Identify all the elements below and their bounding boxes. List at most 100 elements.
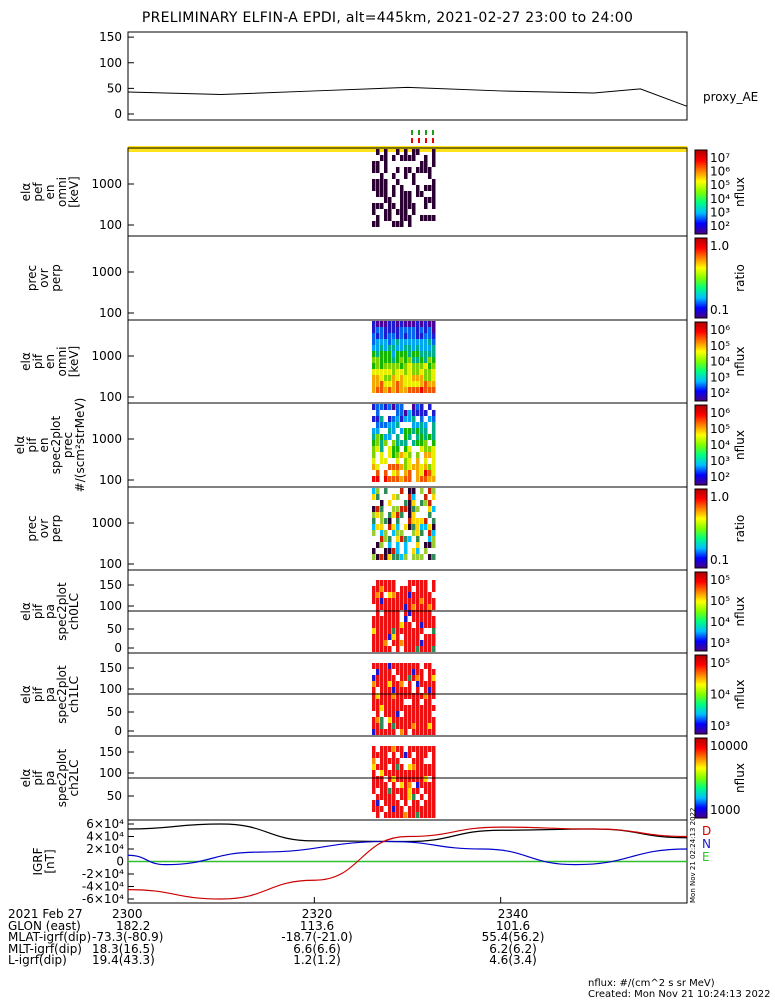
spectrogram-cell bbox=[388, 351, 392, 357]
spectrogram-cell bbox=[376, 422, 380, 428]
spectrogram-cell bbox=[424, 215, 428, 221]
spectrogram-cell bbox=[416, 669, 420, 675]
spectrogram-cell bbox=[416, 428, 420, 434]
spectrogram-cell bbox=[376, 345, 380, 351]
spectrogram-cell bbox=[372, 634, 376, 640]
spectrogram-cell bbox=[376, 524, 380, 530]
spectrogram-cell bbox=[396, 669, 400, 675]
spectrogram-cell bbox=[416, 622, 420, 628]
spectrogram-cell bbox=[400, 598, 404, 604]
spectrogram-cell bbox=[372, 345, 376, 351]
spectrogram-cell bbox=[408, 681, 412, 687]
spectrogram-cell bbox=[416, 705, 420, 711]
spectrogram-cell bbox=[376, 554, 380, 560]
spectrogram-cell bbox=[408, 363, 412, 369]
spectrogram-cell bbox=[400, 155, 404, 161]
spectrogram-cell bbox=[428, 634, 432, 640]
footer-label-glon: GLON (east) bbox=[8, 918, 81, 933]
spectrogram-cell bbox=[376, 604, 380, 610]
y-axis-label: ch1LC bbox=[67, 676, 81, 713]
y-axis-label: en bbox=[43, 354, 57, 369]
units-note: nflux: #/(cm^2 s sr MeV) bbox=[588, 978, 715, 989]
spectrogram-cell bbox=[420, 161, 424, 167]
spectrogram-cell bbox=[424, 610, 428, 616]
spectrogram-cell bbox=[428, 681, 432, 687]
spectrogram-cell bbox=[424, 646, 428, 652]
spectrogram-cell bbox=[408, 687, 412, 693]
spectrogram-cell bbox=[384, 746, 388, 752]
spectrogram-cell bbox=[424, 428, 428, 434]
spectrogram-cell bbox=[372, 185, 376, 191]
spectrogram-cell bbox=[384, 554, 388, 560]
spectrogram-cell bbox=[384, 327, 388, 333]
spectrogram-cell bbox=[424, 693, 428, 699]
spectrogram-cell bbox=[432, 812, 436, 818]
colorbar-tick-label: 10⁵ bbox=[710, 594, 730, 608]
spectrogram-cell bbox=[416, 800, 420, 806]
spectrogram-cell bbox=[396, 530, 400, 536]
spectrogram-cell bbox=[408, 646, 412, 652]
spectrogram-cell bbox=[380, 518, 384, 524]
spectrogram-cell bbox=[432, 191, 436, 197]
spectrogram-cell bbox=[380, 327, 384, 333]
spectrogram-cell bbox=[420, 746, 424, 752]
spectrogram-cell bbox=[400, 387, 404, 393]
colorbar-tick-label: 10⁴ bbox=[710, 192, 730, 206]
spectrogram-cell bbox=[372, 663, 376, 669]
spectrogram-cell bbox=[428, 197, 432, 203]
y-tick-label: 2×10⁴ bbox=[86, 842, 124, 856]
spectrogram-cell bbox=[384, 167, 388, 173]
y-axis-label: spec2plot bbox=[55, 665, 69, 724]
spectrogram-cell bbox=[396, 524, 400, 530]
y-tick-label: 50 bbox=[107, 705, 122, 719]
footer-value: 1.2(1.2) bbox=[293, 953, 341, 967]
spectrogram-cell bbox=[424, 764, 428, 770]
spectrogram-cell bbox=[380, 752, 384, 758]
spectrogram-cell bbox=[384, 440, 388, 446]
spectrogram-cell bbox=[432, 782, 436, 788]
spectrogram-cell bbox=[428, 705, 432, 711]
spectrogram-cell bbox=[408, 446, 412, 452]
spectrogram-cell bbox=[416, 634, 420, 640]
spectrogram-cell bbox=[392, 381, 396, 387]
spectrogram-cell bbox=[416, 711, 420, 717]
spectrogram-cell bbox=[388, 604, 392, 610]
spectrogram-cell bbox=[376, 610, 380, 616]
spectrogram-cell bbox=[416, 524, 420, 530]
spectrogram-cell bbox=[428, 381, 432, 387]
spectrogram-cell bbox=[412, 387, 416, 393]
spectrogram-cell bbox=[372, 518, 376, 524]
spectrogram-cell bbox=[408, 536, 412, 542]
spectrogram-cell bbox=[384, 422, 388, 428]
spectrogram-cell bbox=[428, 746, 432, 752]
spectrogram-cell bbox=[432, 554, 436, 560]
spectrogram-cell bbox=[412, 806, 416, 812]
spectrogram-cell bbox=[412, 440, 416, 446]
spectrogram-cell bbox=[420, 524, 424, 530]
spectrogram-cell bbox=[380, 729, 384, 735]
y-axis-label: elα bbox=[13, 436, 27, 455]
spectrogram-cell bbox=[432, 149, 436, 155]
spectrogram-cell bbox=[396, 440, 400, 446]
spectrogram-cell bbox=[404, 794, 408, 800]
spectrogram-cell bbox=[392, 717, 396, 723]
spectrogram-cell bbox=[420, 375, 424, 381]
colorbar-tick-label: 10² bbox=[710, 386, 730, 400]
spectrogram-cell bbox=[380, 387, 384, 393]
spectrogram-cell bbox=[384, 764, 388, 770]
spectrogram-cell bbox=[400, 209, 404, 215]
spectrogram-cell bbox=[428, 339, 432, 345]
spectrogram-cell bbox=[432, 345, 436, 351]
spectrogram-cell bbox=[372, 488, 376, 494]
spectrogram-cell bbox=[380, 764, 384, 770]
spectrogram-cell bbox=[404, 646, 408, 652]
spectrogram-cell bbox=[408, 518, 412, 524]
spectrogram-cell bbox=[432, 640, 436, 646]
y-tick-label: 100 bbox=[99, 766, 122, 780]
y-axis-label: prec bbox=[61, 432, 75, 458]
spectrogram-cell bbox=[384, 434, 388, 440]
spectrogram-cell bbox=[432, 179, 436, 185]
spectrogram-cell bbox=[412, 149, 416, 155]
y-axis-label: spec2plot bbox=[55, 582, 69, 641]
spectrogram-cell bbox=[376, 764, 380, 770]
